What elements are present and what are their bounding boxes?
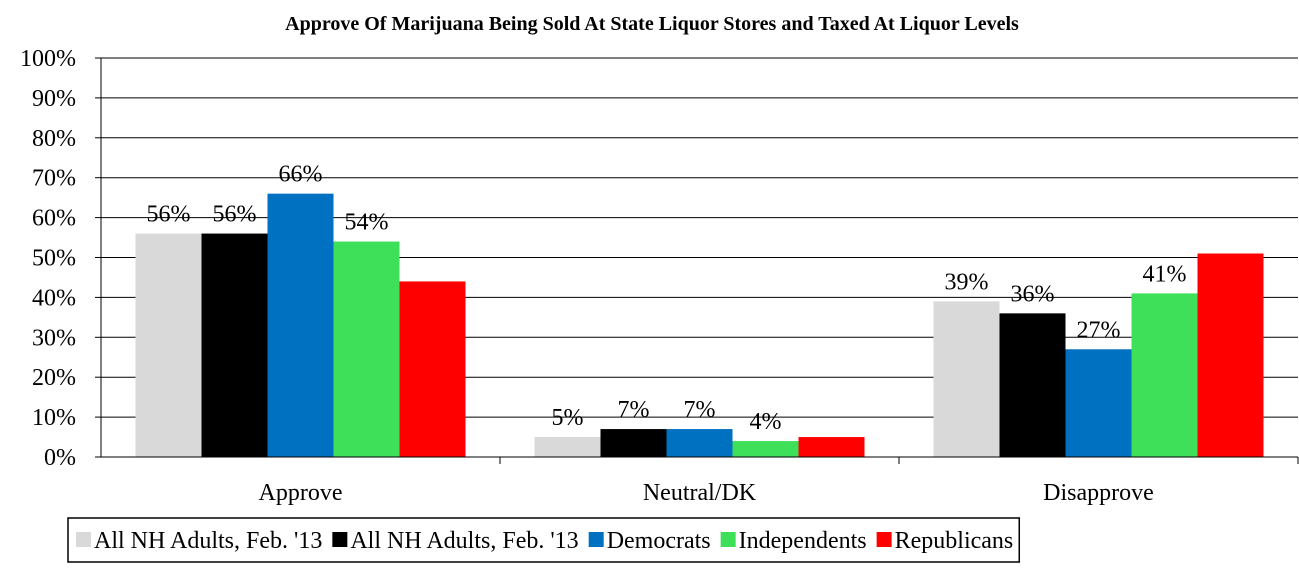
data-labels: 56% 56% 66% 54% 5% 7% 7% 4% 39% 36% 27% 41% [147,162,1187,435]
y-tick-label: 0% [44,445,76,471]
y-tick-label: 30% [32,325,76,351]
bar [600,429,667,457]
y-tick-label: 70% [32,166,76,192]
x-category-label: Neutral/DK [643,480,757,506]
x-axis-categories: Approve Neutral/DK Disapprove [259,480,1154,506]
data-label: 36% [1011,281,1055,307]
y-tick-label: 20% [32,365,76,391]
bar [333,241,400,457]
bar [135,233,202,457]
bar [201,233,268,457]
bar [666,429,733,457]
data-label: 66% [279,162,323,188]
data-label: 27% [1077,317,1121,343]
data-label: 54% [345,210,389,236]
data-label: 41% [1143,261,1187,287]
bar [999,313,1066,457]
data-label: 7% [618,397,650,423]
y-tick-label: 10% [32,405,76,431]
data-label: 7% [684,397,716,423]
legend-label: All NH Adults, Feb. '13 [350,528,578,554]
legend-swatch [332,532,348,547]
legend-swatch [76,532,91,547]
y-tick-label: 60% [32,206,76,232]
data-label: 56% [213,202,257,228]
bar [732,441,799,457]
bar [1197,253,1264,457]
y-tick-label: 90% [32,86,76,112]
bar [1131,293,1198,457]
y-tick-label: 100% [20,46,76,72]
bar [798,437,865,457]
bars [135,193,1264,457]
legend: All NH Adults, Feb. '13 All NH Adults, Fe… [67,517,1021,563]
data-label: 56% [147,202,191,228]
y-axis-ticks: 0% 10% 20% 30% 40% 50% 60% 70% 80% 90% 100% [20,46,101,471]
legend-box [67,517,1021,563]
x-category-label: Approve [259,480,343,506]
y-tick-label: 50% [32,246,76,272]
legend-swatch [720,532,736,547]
legend-label: Republicans [895,528,1014,554]
legend-swatch [588,532,604,547]
bar [534,437,601,457]
legend-swatch [876,532,892,547]
bar [1065,349,1132,457]
data-label: 4% [750,409,782,435]
data-label: 5% [552,405,584,431]
bar [399,281,466,457]
data-label: 39% [945,269,989,295]
bar [933,301,1000,457]
x-category-label: Disapprove [1043,480,1154,506]
legend-label: Independents [739,528,867,554]
y-tick-label: 40% [32,285,76,311]
y-tick-label: 80% [32,126,76,152]
bar [267,193,334,457]
legend-label: All NH Adults, Feb. '13 [94,528,322,554]
chart-title: Approve Of Marijuana Being Sold At State… [285,13,1019,35]
legend-label: Democrats [607,528,711,554]
